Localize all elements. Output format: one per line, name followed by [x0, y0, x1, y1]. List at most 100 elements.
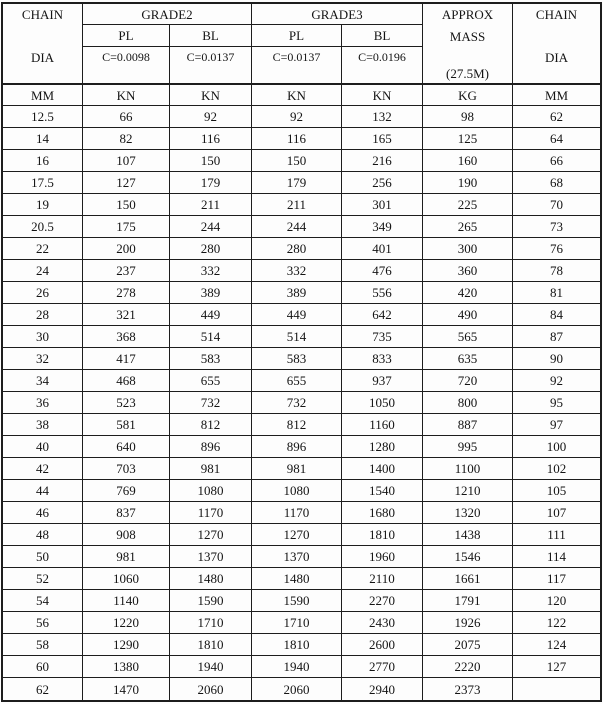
data-cell-row2-col6: 66: [513, 150, 600, 172]
data-cell-row23-col5: 1926: [423, 612, 513, 634]
data-cell-row2-col2: 150: [170, 150, 252, 172]
data-cell-row4-col3: 211: [252, 194, 342, 216]
data-cell-row5-col1: 175: [83, 216, 170, 238]
data-cell-row23-col1: 1220: [83, 612, 170, 634]
data-cell-row6-col1: 200: [83, 238, 170, 260]
data-cell-row12-col6: 92: [513, 370, 600, 392]
data-cell-row20-col6: 114: [513, 546, 600, 568]
data-cell-row22-col5: 1791: [423, 590, 513, 612]
data-cell-row5-col0: 20.5: [3, 216, 83, 238]
data-cell-row9-col2: 449: [170, 304, 252, 326]
data-cell-row3-col5: 190: [423, 172, 513, 194]
data-cell-row11-col5: 635: [423, 348, 513, 370]
data-cell-row16-col5: 1100: [423, 458, 513, 480]
header-grade3-bl: BL: [342, 25, 423, 47]
data-cell-row26-col4: 2940: [342, 678, 423, 700]
data-cell-row26-col6: [513, 678, 600, 700]
data-cell-row6-col4: 401: [342, 238, 423, 260]
data-cell-row3-col1: 127: [83, 172, 170, 194]
data-cell-row1-col4: 165: [342, 128, 423, 150]
data-cell-row8-col0: 26: [3, 282, 83, 304]
data-cell-row25-col0: 60: [3, 656, 83, 678]
data-cell-row3-col6: 68: [513, 172, 600, 194]
data-cell-row11-col2: 583: [170, 348, 252, 370]
data-cell-row9-col3: 449: [252, 304, 342, 326]
data-cell-row16-col0: 42: [3, 458, 83, 480]
data-cell-row0-col0: 12.5: [3, 106, 83, 128]
data-cell-row8-col6: 81: [513, 282, 600, 304]
data-cell-row6-col3: 280: [252, 238, 342, 260]
data-cell-row18-col4: 1680: [342, 502, 423, 524]
data-cell-row17-col4: 1540: [342, 480, 423, 502]
data-cell-row9-col6: 84: [513, 304, 600, 326]
data-cell-row2-col1: 107: [83, 150, 170, 172]
header-grade3: GRADE3: [252, 4, 423, 25]
data-cell-row17-col3: 1080: [252, 480, 342, 502]
unit-grade2-pl: KN: [83, 84, 170, 106]
data-cell-row9-col1: 321: [83, 304, 170, 326]
data-cell-row19-col1: 908: [83, 524, 170, 546]
unit-grade3-pl: KN: [252, 84, 342, 106]
data-cell-row0-col5: 98: [423, 106, 513, 128]
data-cell-row9-col4: 642: [342, 304, 423, 326]
data-cell-row8-col4: 556: [342, 282, 423, 304]
data-cell-row14-col2: 812: [170, 414, 252, 436]
data-cell-row11-col4: 833: [342, 348, 423, 370]
data-cell-row17-col5: 1210: [423, 480, 513, 502]
data-cell-row7-col2: 332: [170, 260, 252, 282]
data-cell-row24-col4: 2600: [342, 634, 423, 656]
data-cell-row14-col6: 97: [513, 414, 600, 436]
data-cell-row1-col1: 82: [83, 128, 170, 150]
data-cell-row21-col4: 2110: [342, 568, 423, 590]
header-approx-label: APPROX: [441, 7, 494, 22]
data-cell-row26-col5: 2373: [423, 678, 513, 700]
header-right-spacer: [513, 25, 600, 47]
data-cell-row25-col4: 2770: [342, 656, 423, 678]
header-approx-mass: APPROX MASS (27.5M): [423, 4, 513, 84]
data-cell-row16-col2: 981: [170, 458, 252, 480]
data-cell-row20-col0: 50: [3, 546, 83, 568]
data-cell-row7-col4: 476: [342, 260, 423, 282]
data-cell-row22-col0: 54: [3, 590, 83, 612]
data-cell-row21-col3: 1480: [252, 568, 342, 590]
data-cell-row21-col2: 1480: [170, 568, 252, 590]
data-cell-row5-col3: 244: [252, 216, 342, 238]
header-dia-right-label: DIA: [544, 50, 569, 65]
data-cell-row19-col5: 1438: [423, 524, 513, 546]
data-cell-row16-col3: 981: [252, 458, 342, 480]
header-grade2: GRADE2: [83, 4, 252, 25]
data-cell-row15-col4: 1280: [342, 436, 423, 458]
data-cell-row15-col0: 40: [3, 436, 83, 458]
data-cell-row12-col1: 468: [83, 370, 170, 392]
data-cell-row0-col1: 66: [83, 106, 170, 128]
header-grade2-pl-coefficient: C=0.0098: [83, 47, 170, 84]
header-chain-dia-left: CHAIN DIA: [3, 4, 83, 84]
data-cell-row19-col6: 111: [513, 524, 600, 546]
data-cell-row24-col2: 1810: [170, 634, 252, 656]
data-cell-row15-col3: 896: [252, 436, 342, 458]
data-cell-row24-col3: 1810: [252, 634, 342, 656]
data-cell-row3-col0: 17.5: [3, 172, 83, 194]
data-cell-row4-col4: 301: [342, 194, 423, 216]
data-cell-row12-col2: 655: [170, 370, 252, 392]
data-cell-row15-col1: 640: [83, 436, 170, 458]
data-cell-row10-col1: 368: [83, 326, 170, 348]
data-cell-row23-col0: 56: [3, 612, 83, 634]
data-cell-row20-col5: 1546: [423, 546, 513, 568]
data-cell-row5-col2: 244: [170, 216, 252, 238]
data-cell-row1-col2: 116: [170, 128, 252, 150]
unit-chain-dia-right: MM: [513, 84, 600, 106]
data-cell-row10-col3: 514: [252, 326, 342, 348]
data-cell-row25-col1: 1380: [83, 656, 170, 678]
header-grade3-pl: PL: [252, 25, 342, 47]
data-cell-row3-col3: 179: [252, 172, 342, 194]
data-cell-row6-col6: 76: [513, 238, 600, 260]
data-cell-row7-col1: 237: [83, 260, 170, 282]
data-cell-row2-col5: 160: [423, 150, 513, 172]
header-dia-left-label: DIA: [30, 50, 55, 65]
data-cell-row26-col3: 2060: [252, 678, 342, 700]
data-cell-row18-col2: 1170: [170, 502, 252, 524]
data-cell-row10-col4: 735: [342, 326, 423, 348]
data-cell-row12-col3: 655: [252, 370, 342, 392]
